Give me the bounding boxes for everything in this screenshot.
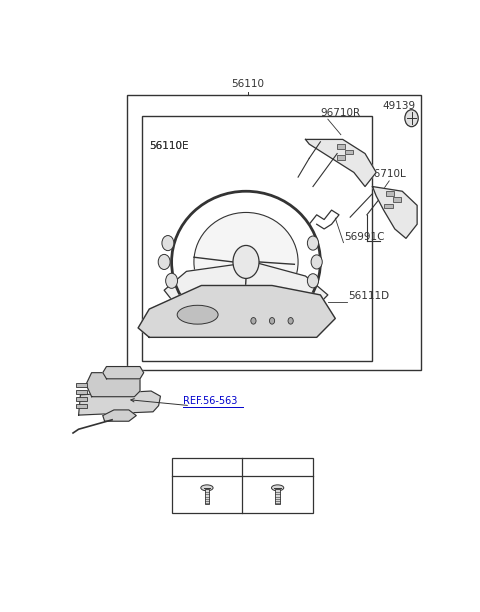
Ellipse shape (194, 212, 298, 312)
Polygon shape (103, 367, 144, 379)
Text: 96710R: 96710R (321, 108, 360, 118)
Bar (204, 489, 209, 504)
Circle shape (162, 236, 174, 251)
Circle shape (166, 273, 178, 288)
Text: 56110E: 56110E (149, 141, 189, 151)
Bar (172, 458, 313, 513)
Ellipse shape (177, 305, 218, 324)
Ellipse shape (272, 485, 284, 491)
Circle shape (405, 110, 418, 127)
Polygon shape (372, 187, 417, 238)
Text: REF.56-563: REF.56-563 (183, 396, 237, 406)
Circle shape (233, 245, 259, 278)
Text: 1243BE: 1243BE (187, 463, 227, 472)
Polygon shape (305, 140, 376, 187)
Bar (393, 198, 401, 202)
Polygon shape (164, 262, 328, 314)
Circle shape (307, 236, 319, 250)
Bar (127, 95, 421, 370)
Text: 96710L: 96710L (367, 170, 406, 179)
Bar (385, 191, 394, 196)
Circle shape (269, 318, 275, 324)
Text: 49139: 49139 (382, 101, 415, 111)
Text: 56991C: 56991C (345, 232, 385, 242)
Circle shape (288, 318, 293, 324)
Bar (76, 390, 87, 394)
Circle shape (251, 318, 256, 324)
Bar (345, 150, 353, 154)
Bar (76, 382, 87, 387)
Bar (76, 404, 87, 408)
Bar (276, 489, 280, 504)
Polygon shape (79, 391, 160, 415)
Bar (384, 204, 393, 208)
Text: 56111D: 56111D (348, 291, 389, 300)
Text: 56110E: 56110E (149, 141, 189, 151)
Circle shape (307, 274, 319, 288)
Circle shape (311, 255, 322, 269)
Polygon shape (86, 373, 140, 397)
Circle shape (158, 255, 170, 269)
Bar (76, 397, 87, 401)
Text: 1249KA: 1249KA (257, 463, 298, 472)
Bar (337, 144, 345, 149)
Ellipse shape (201, 485, 213, 491)
Bar (142, 116, 372, 361)
Polygon shape (103, 410, 136, 421)
Text: 56110: 56110 (231, 79, 264, 89)
Bar (337, 155, 345, 160)
Polygon shape (138, 285, 335, 337)
